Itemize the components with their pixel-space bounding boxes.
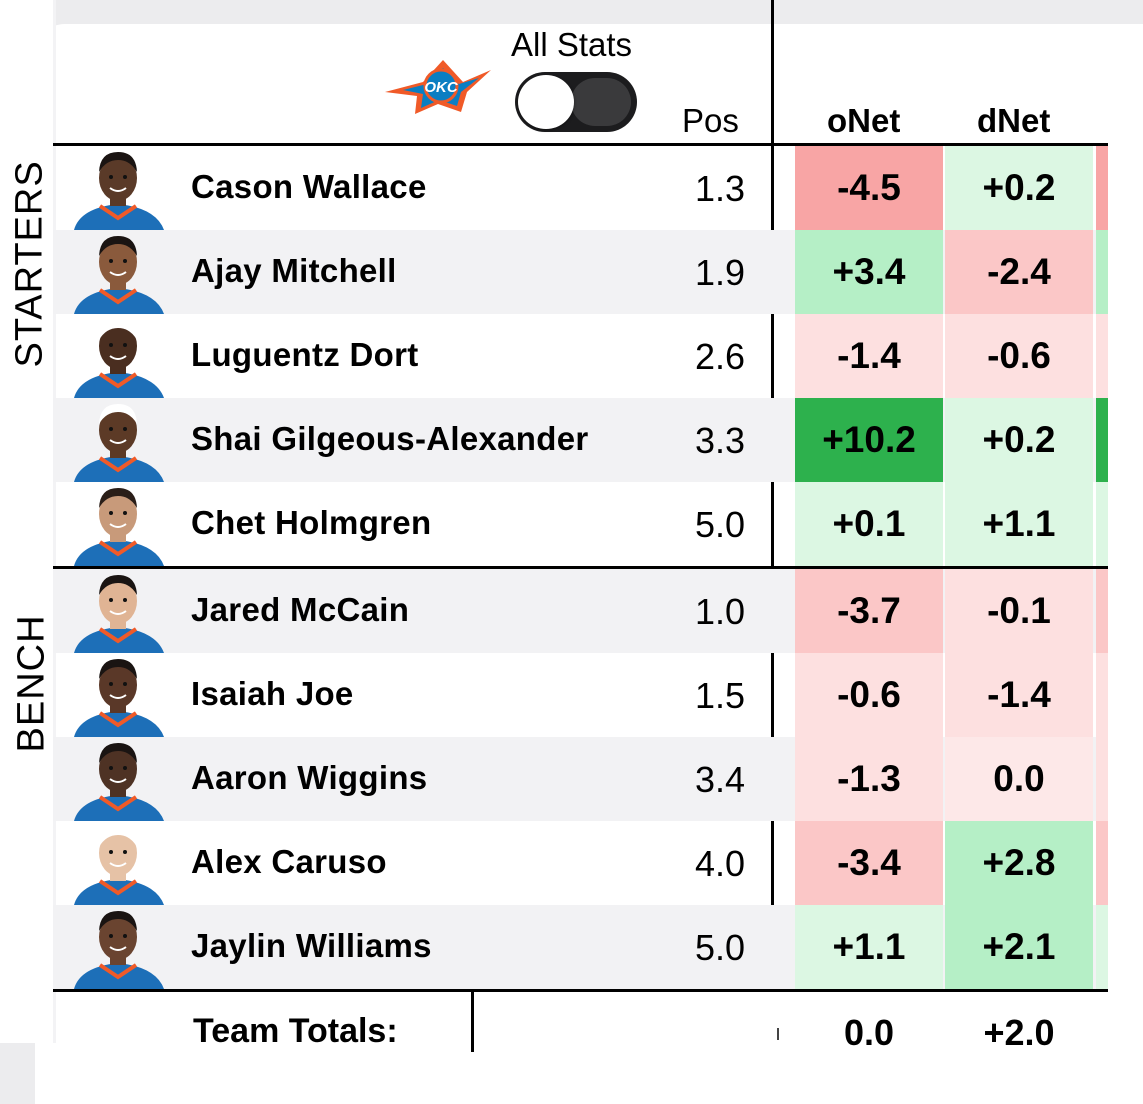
player-avatar xyxy=(60,821,178,905)
team-totals-dnet: +2.0 xyxy=(983,1012,1055,1053)
toggle-knob xyxy=(518,75,574,129)
player-avatar xyxy=(60,146,178,230)
next-column-edge xyxy=(1096,314,1108,398)
player-name: Chet Holmgren xyxy=(191,504,432,541)
player-position: 1.9 xyxy=(694,252,745,293)
player-row[interactable]: Shai Gilgeous-Alexander 3.3 +10.2 +0.2 xyxy=(53,398,1108,482)
player-avatar xyxy=(60,653,178,737)
player-dnet: +2.8 xyxy=(945,821,1093,905)
player-row[interactable]: Jared McCain 1.0 -3.7 -0.1 xyxy=(53,569,1108,653)
player-name: Jaylin Williams xyxy=(191,927,432,964)
player-position: 1.0 xyxy=(694,591,745,632)
player-dnet: -0.1 xyxy=(945,569,1093,653)
next-column-edge xyxy=(1096,146,1108,230)
player-name: Jared McCain xyxy=(191,591,410,628)
player-avatar xyxy=(60,482,178,566)
next-column-edge xyxy=(1096,569,1108,653)
player-onet: +10.2 xyxy=(795,398,943,482)
player-onet: -0.6 xyxy=(795,653,943,737)
team-totals-label: Team Totals: xyxy=(193,1012,398,1050)
player-avatar xyxy=(60,569,178,653)
toggle-track xyxy=(571,78,631,126)
section-divider xyxy=(53,566,1108,569)
player-onet: +0.1 xyxy=(795,482,943,566)
player-position: 1.3 xyxy=(694,168,745,209)
player-row[interactable]: Aaron Wiggins 3.4 -1.3 0.0 xyxy=(53,737,1108,821)
player-onet: +1.1 xyxy=(795,905,943,989)
player-row[interactable]: Jaylin Williams 5.0 +1.1 +2.1 xyxy=(53,905,1108,989)
next-column-edge xyxy=(1096,653,1108,737)
player-avatar xyxy=(60,230,178,314)
player-avatar xyxy=(60,737,178,821)
section-label-bench: BENCH xyxy=(10,614,53,753)
player-dnet: +2.1 xyxy=(945,905,1093,989)
player-position: 3.4 xyxy=(694,759,745,800)
player-row[interactable]: Chet Holmgren 5.0 +0.1 +1.1 xyxy=(53,482,1108,566)
next-column-edge xyxy=(1096,905,1108,989)
next-column-edge xyxy=(1096,821,1108,905)
all-stats-label: All Stats xyxy=(511,26,633,63)
player-dnet: +0.2 xyxy=(945,398,1093,482)
next-column-edge xyxy=(1096,398,1108,482)
player-name: Luguentz Dort xyxy=(191,336,419,373)
player-dnet: +0.2 xyxy=(945,146,1093,230)
player-name: Ajay Mitchell xyxy=(191,252,397,289)
player-position: 2.6 xyxy=(694,336,745,377)
player-onet: +3.4 xyxy=(795,230,943,314)
player-name: Cason Wallace xyxy=(191,168,427,205)
section-strip xyxy=(0,0,56,1043)
player-name: Alex Caruso xyxy=(191,843,387,880)
next-column-edge xyxy=(1096,737,1108,821)
player-name: Aaron Wiggins xyxy=(191,759,428,796)
player-position: 4.0 xyxy=(694,843,745,884)
header-divider xyxy=(53,143,1108,146)
totals-divider-vertical xyxy=(471,992,474,1052)
player-row[interactable]: Isaiah Joe 1.5 -0.6 -1.4 xyxy=(53,653,1108,737)
player-position: 1.5 xyxy=(694,675,745,716)
player-row[interactable]: Alex Caruso 4.0 -3.4 +2.8 xyxy=(53,821,1108,905)
player-onet: -3.7 xyxy=(795,569,943,653)
player-dnet: -0.6 xyxy=(945,314,1093,398)
player-name: Isaiah Joe xyxy=(191,675,354,712)
player-dnet: -2.4 xyxy=(945,230,1093,314)
player-row[interactable]: Ajay Mitchell 1.9 +3.4 -2.4 xyxy=(53,230,1108,314)
player-dnet: -1.4 xyxy=(945,653,1093,737)
next-column-edge xyxy=(1096,230,1108,314)
player-onet: -1.4 xyxy=(795,314,943,398)
team-totals-onet: 0.0 xyxy=(843,1012,895,1053)
totals-tick xyxy=(777,1028,779,1040)
section-label-starters: STARTERS xyxy=(8,160,51,368)
column-header-dnet[interactable]: dNet xyxy=(977,102,1051,139)
player-onet: -1.3 xyxy=(795,737,943,821)
column-header-onet[interactable]: oNet xyxy=(827,102,901,139)
player-position: 3.3 xyxy=(694,420,745,461)
totals-divider xyxy=(53,989,1108,992)
player-name: Shai Gilgeous-Alexander xyxy=(191,420,589,457)
player-dnet: +1.1 xyxy=(945,482,1093,566)
player-dnet: 0.0 xyxy=(945,737,1093,821)
player-onet: -4.5 xyxy=(795,146,943,230)
column-divider xyxy=(771,0,774,990)
next-column-edge xyxy=(1096,482,1108,566)
all-stats-toggle[interactable] xyxy=(515,72,637,132)
player-row[interactable]: Cason Wallace 1.3 -4.5 +0.2 xyxy=(53,146,1108,230)
okc-logo-icon: OKC xyxy=(385,60,491,114)
player-position: 5.0 xyxy=(694,504,745,545)
player-onet: -3.4 xyxy=(795,821,943,905)
player-avatar xyxy=(60,905,178,989)
svg-text:OKC: OKC xyxy=(424,79,459,96)
player-avatar xyxy=(60,398,178,482)
column-header-pos[interactable]: Pos xyxy=(682,102,739,139)
player-row[interactable]: Luguentz Dort 2.6 -1.4 -0.6 xyxy=(53,314,1108,398)
player-position: 5.0 xyxy=(694,927,745,968)
player-avatar xyxy=(60,314,178,398)
